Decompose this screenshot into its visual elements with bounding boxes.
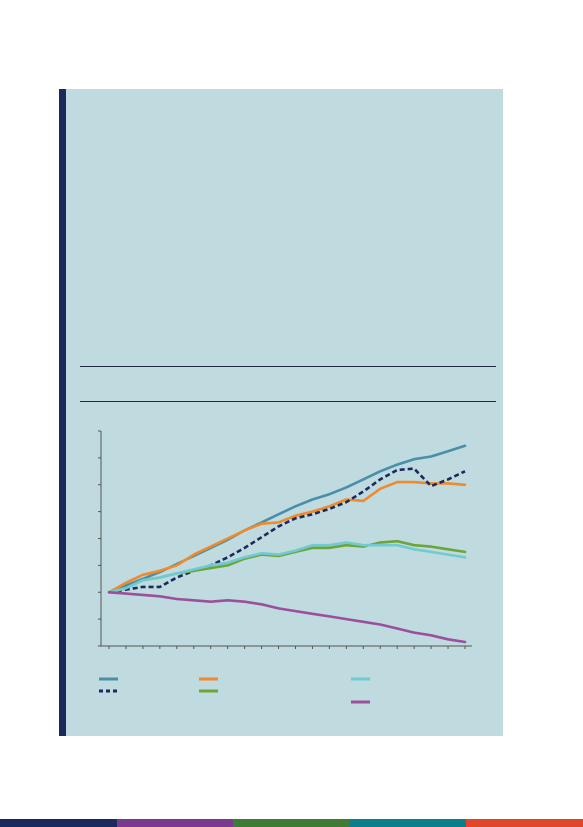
footer-stripe-1 [0,819,117,827]
series-line-5 [107,541,467,594]
chart-series [107,444,467,644]
footer-stripe-3 [233,819,350,827]
series-line-3 [108,467,466,594]
chart-legend [99,677,370,704]
footer-stripe-2 [116,819,234,827]
series-line-2 [107,480,467,594]
divider-rule-top [80,366,496,367]
panel-accent-bar [59,89,66,736]
divider-rule-bottom [80,401,496,402]
footer-stripe-5 [466,819,583,827]
footer-stripe-4 [349,819,467,827]
series-line-6 [107,591,467,644]
chart-panel [59,89,503,736]
footer-color-strip [0,819,583,827]
chart-axes [98,430,472,649]
line-chart [98,430,472,704]
